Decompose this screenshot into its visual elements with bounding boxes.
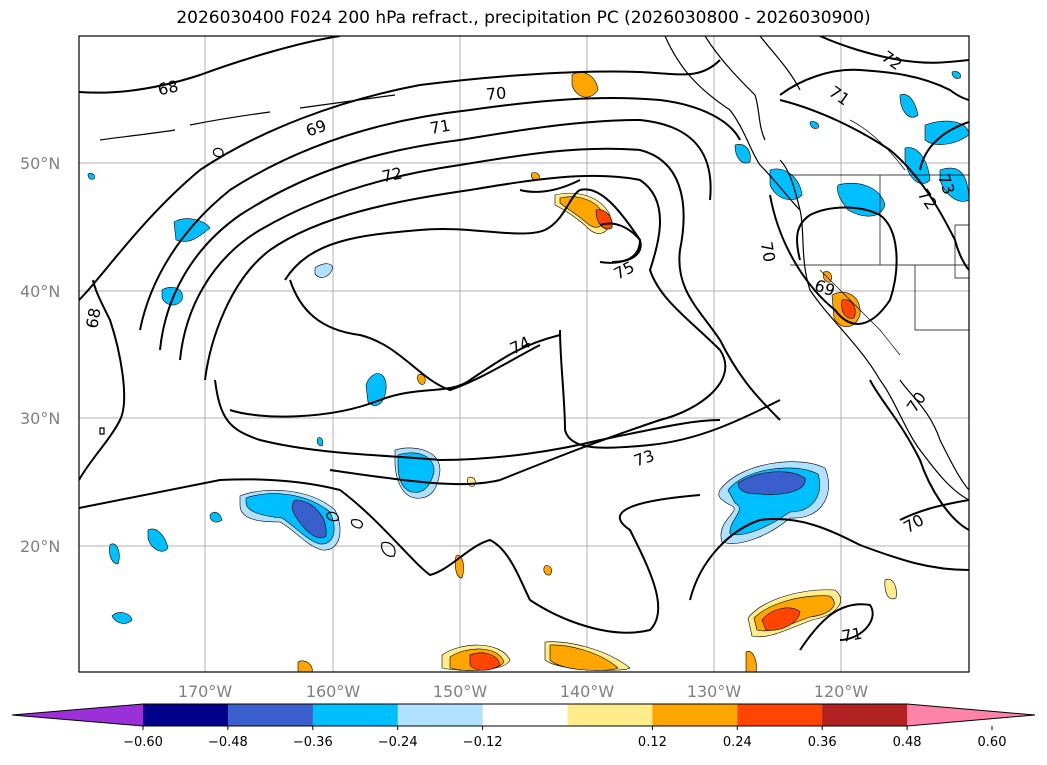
refractivity-contours [79,36,969,651]
lat-label: 20°N [20,537,60,556]
colorbar-segment [652,704,738,726]
contour-label: 68 [82,306,104,329]
contour-label: 72 [380,163,404,186]
colorbar: −0.60 −0.48 −0.36 −0.24 −0.12 0.12 0.24 0.36 0.4… [11,703,1036,750]
colorbar-tick-label: 0.60 [978,735,1007,750]
colorbar-extend-right [907,704,1035,726]
contour-label: 70 [485,83,507,104]
colorbar-segment [567,704,653,726]
colorbar-segment [397,704,484,726]
colorbar-segment [312,704,399,726]
gridlines [79,36,969,672]
contour-label: 68 [156,76,180,99]
contour-label: 70 [757,240,779,263]
colorbar-tick-label: 0.36 [808,735,837,750]
colorbar-tick-label: −0.24 [378,735,418,750]
colorbar-tick-label: 0.48 [893,735,922,750]
lat-label: 40°N [20,282,60,301]
colorbar-segment [822,704,908,726]
lon-label: 130°W [687,682,742,701]
colorbar-tick-label: 0.12 [638,735,667,750]
lat-label: 50°N [20,154,60,173]
colorbar-segment [737,704,823,726]
colorbar-tick-label: −0.60 [123,735,163,750]
contour-label: 71 [840,624,863,646]
latitude-labels: 50°N 40°N 30°N 20°N [20,154,60,556]
contour-label: 71 [428,116,451,138]
plot-frame [78,35,970,673]
precip-negative [87,71,969,624]
colorbar-segment [143,704,229,726]
colorbar-tick-label: −0.12 [463,735,503,750]
lon-label: 160°W [306,682,361,701]
lon-label: 170°W [178,682,233,701]
colorbar-tick-label: −0.48 [208,735,248,750]
colorbar-extend-left [12,704,143,726]
colorbar-tick-label: 0.24 [723,735,752,750]
lon-label: 120°W [814,682,869,701]
lat-label: 30°N [20,409,60,428]
lon-label: 140°W [560,682,615,701]
lon-label: 150°W [433,682,488,701]
colorbar-segment [227,704,314,726]
map-title: 2026030400 F024 200 hPa refract., precip… [176,8,871,28]
political-boundaries [790,119,969,356]
colorbar-tick-label: −0.36 [293,735,333,750]
precip-positive [297,71,897,672]
colorbar-segment [482,704,568,726]
longitude-labels: 170°W 160°W 150°W 140°W 130°W 120°W [178,682,869,701]
